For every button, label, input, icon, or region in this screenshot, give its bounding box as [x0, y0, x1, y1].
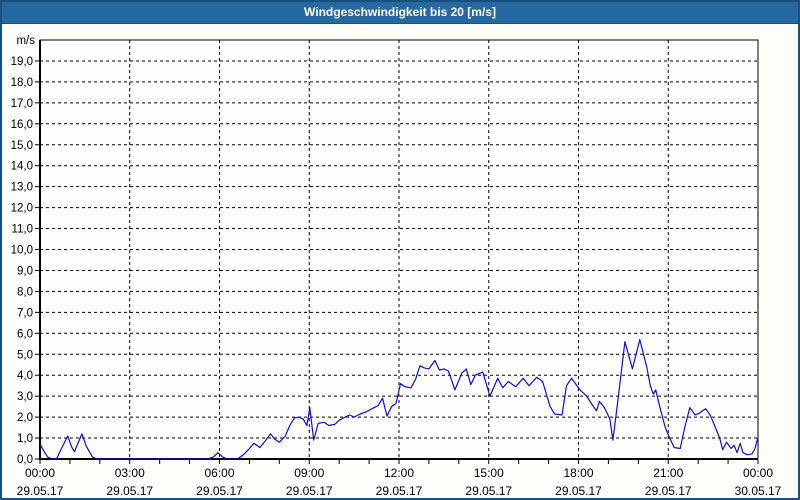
x-axis-time-label: 00:00: [25, 466, 55, 480]
x-axis-ticks: [39, 460, 759, 464]
y-axis-tick-label: 15,0: [11, 140, 33, 152]
x-axis-time-label: 06:00: [204, 466, 234, 480]
y-axis-tick-label: 5,0: [17, 349, 33, 361]
y-axis-unit-label: m/s: [16, 35, 35, 47]
x-axis-time-label: 09:00: [294, 466, 324, 480]
y-axis-tick-label: 6,0: [17, 328, 33, 340]
wind-speed-line: [39, 339, 759, 460]
y-axis-tick-label: 11,0: [11, 224, 33, 236]
x-axis-date-label: 29.05.17: [286, 484, 333, 498]
y-axis-tick-label: 3,0: [17, 391, 33, 403]
y-axis-tick-label: 1,0: [17, 433, 33, 445]
y-axis-tick-label: 10,0: [11, 245, 33, 257]
x-axis-time-label: 00:00: [743, 466, 773, 480]
x-axis-date-label: 29.05.17: [106, 484, 153, 498]
y-axis-tick-label: 12,0: [11, 203, 33, 215]
y-axis-tick-label: 14,0: [11, 161, 33, 173]
x-axis-time-label: 12:00: [384, 466, 414, 480]
y-axis-tick-label: 2,0: [17, 412, 33, 424]
x-axis-time-label: 03:00: [115, 466, 145, 480]
x-axis-date-label: 29.05.17: [555, 484, 602, 498]
x-axis-labels: 00:00 29.05.17 03:00 29.05.17 06:00 29.05.17 0…: [17, 466, 782, 498]
x-axis-time-label: 15:00: [474, 466, 504, 480]
x-axis-date-label: 30.05.17: [735, 484, 782, 498]
y-axis-tick-label: 4,0: [17, 370, 33, 382]
y-axis-tick-label: 19,0: [11, 56, 33, 68]
x-axis-date-label: 29.05.17: [17, 484, 64, 498]
x-axis-time-label: 21:00: [653, 466, 683, 480]
y-axis-tick-label: 7,0: [17, 307, 33, 319]
y-axis-ticks: [35, 60, 40, 460]
y-axis-tick-label: 13,0: [11, 182, 33, 194]
title-bar: Windgeschwindigkeit bis 20 [m/s]: [2, 2, 798, 24]
x-axis-date-label: 29.05.17: [465, 484, 512, 498]
y-axis-tick-label: 9,0: [17, 265, 33, 277]
x-axis-date-label: 29.05.17: [645, 484, 692, 498]
y-axis-tick-label: 18,0: [11, 77, 33, 89]
wind-chart-svg: 0,0 1,0 2,0 3,0 4,0 5,0 6,0 7,0 8,0 9,0 10,0 11,0 12…: [11, 35, 782, 498]
y-axis-tick-label: 8,0: [17, 286, 33, 298]
x-axis-date-label: 29.05.17: [196, 484, 243, 498]
y-axis-tick-label: 0,0: [17, 454, 33, 466]
window-title: Windgeschwindigkeit bis 20 [m/s]: [304, 5, 496, 19]
y-axis-labels: 0,0 1,0 2,0 3,0 4,0 5,0 6,0 7,0 8,0 9,0 10,0 11,0 12…: [11, 35, 36, 466]
x-axis-time-label: 18:00: [563, 466, 593, 480]
y-axis-tick-label: 17,0: [11, 98, 33, 110]
y-axis-tick-label: 16,0: [11, 119, 33, 131]
x-axis-date-label: 29.05.17: [376, 484, 423, 498]
